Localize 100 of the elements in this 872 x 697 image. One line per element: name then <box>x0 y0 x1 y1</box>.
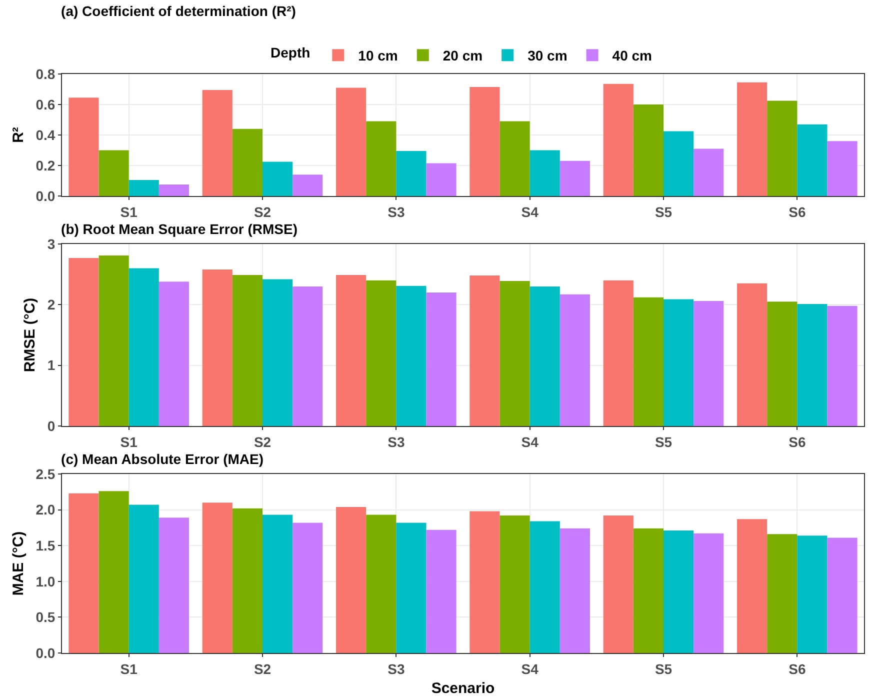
bar <box>202 90 232 196</box>
legend-label: 30 cm <box>528 48 568 64</box>
y-tick-label: 0.0 <box>36 188 56 204</box>
bar <box>500 516 530 653</box>
legend-label: 10 cm <box>358 48 398 64</box>
bar <box>500 121 530 196</box>
bar <box>366 280 396 426</box>
legend-title: Depth <box>270 44 310 61</box>
bar <box>202 269 232 426</box>
chart-title: (b) Root Mean Square Error (RMSE) <box>61 220 298 237</box>
bar <box>232 128 262 196</box>
bar <box>396 286 426 426</box>
bar <box>767 534 798 653</box>
x-tick-label: S3 <box>388 660 405 677</box>
y-tick-label: 0 <box>47 418 56 434</box>
bar <box>232 274 262 426</box>
bar <box>797 536 828 653</box>
bar <box>128 504 159 653</box>
bar <box>336 274 366 426</box>
bar <box>500 281 530 426</box>
bar <box>396 151 426 196</box>
bar <box>827 538 858 653</box>
bar <box>68 493 99 653</box>
bar <box>292 174 323 196</box>
bar <box>767 302 798 426</box>
bar <box>694 533 724 653</box>
x-tick-label: S1 <box>120 204 138 220</box>
y-tick-label: 2 <box>47 296 56 313</box>
bar <box>633 297 664 426</box>
bar <box>98 491 129 653</box>
bar <box>396 522 426 653</box>
bar <box>470 276 500 426</box>
bar <box>68 258 99 426</box>
bar <box>158 518 189 653</box>
x-tick-label: S4 <box>521 660 539 677</box>
y-tick-label: 2.5 <box>36 466 56 482</box>
bar <box>262 162 293 196</box>
chart-title: (c) Mean Absolute Error (MAE) <box>61 450 264 467</box>
bar <box>603 280 634 426</box>
y-tick-label: 0.5 <box>36 609 56 626</box>
x-tick-label: S1 <box>120 434 138 450</box>
y-tick-label: 2.0 <box>36 502 56 518</box>
bar <box>560 294 590 426</box>
bar <box>366 514 396 653</box>
bar <box>262 514 293 653</box>
bar <box>128 268 159 426</box>
x-tick-label: S1 <box>120 660 138 677</box>
bar <box>603 84 634 196</box>
bar <box>737 82 768 196</box>
x-tick-label: S3 <box>388 434 405 450</box>
legend-label: 40 cm <box>612 48 652 64</box>
bar <box>694 301 724 426</box>
bar <box>737 519 768 653</box>
bar <box>366 121 396 196</box>
bar <box>336 88 366 196</box>
bar <box>232 508 262 653</box>
y-axis-title: R² <box>10 127 27 143</box>
bar <box>470 86 500 196</box>
x-tick-label: S2 <box>254 434 272 450</box>
y-tick-label: 1.5 <box>36 538 56 554</box>
x-tick-label: S4 <box>521 434 539 450</box>
bar <box>560 528 590 653</box>
bar <box>336 506 366 653</box>
bar <box>797 124 828 196</box>
bar <box>633 104 664 196</box>
y-tick-label: 0.4 <box>36 126 56 143</box>
bar <box>633 528 664 653</box>
x-tick-label: S6 <box>788 660 806 677</box>
x-tick-label: S3 <box>388 204 405 220</box>
y-tick-label: 0.2 <box>36 157 56 174</box>
bar <box>664 530 694 653</box>
bar <box>603 516 634 653</box>
y-axis-title: RMSE (°C) <box>22 298 39 372</box>
y-tick-label: 0.0 <box>36 644 56 661</box>
bar <box>827 306 858 426</box>
bar <box>664 299 694 426</box>
bar <box>292 286 323 426</box>
bar <box>98 150 129 196</box>
bar <box>530 521 560 653</box>
bar <box>797 304 828 426</box>
y-tick-label: 1 <box>47 357 56 374</box>
bar <box>158 184 189 196</box>
bar <box>470 511 500 653</box>
bar <box>202 502 232 653</box>
x-tick-label: S5 <box>654 204 672 220</box>
bar <box>426 292 456 426</box>
bar <box>68 98 99 196</box>
bar <box>664 131 694 196</box>
bar <box>767 100 798 196</box>
bar <box>560 160 590 196</box>
bar <box>262 279 293 426</box>
legend-label: 20 cm <box>442 48 483 64</box>
x-tick-label: S2 <box>254 204 272 220</box>
x-tick-label: S5 <box>654 434 672 450</box>
bar <box>426 530 456 653</box>
bar <box>158 282 189 426</box>
y-axis-title: MAE (°C) <box>10 531 27 596</box>
bar <box>737 283 768 426</box>
x-tick-label: S5 <box>654 660 672 677</box>
bar <box>98 256 129 426</box>
